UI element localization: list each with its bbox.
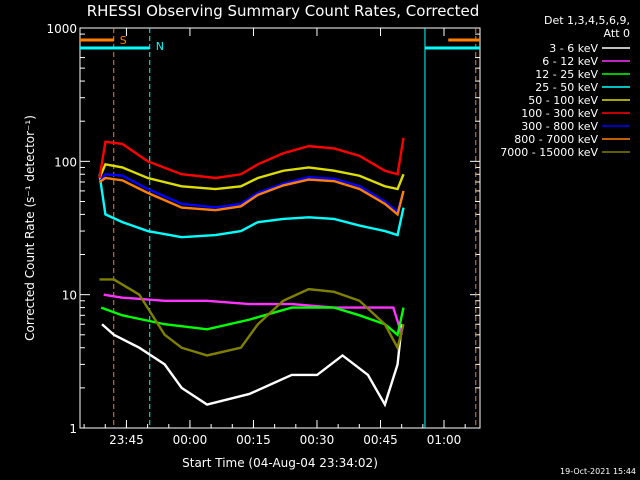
y-tick-label: 1 bbox=[69, 422, 77, 436]
series-line bbox=[99, 278, 405, 357]
x-tick-label: 01:00 bbox=[427, 433, 462, 447]
series-line bbox=[98, 176, 405, 217]
series-line bbox=[100, 306, 405, 337]
series-line bbox=[98, 137, 405, 180]
legend-label: 300 - 800 keV bbox=[521, 120, 598, 133]
x-tick-label: 00:45 bbox=[363, 433, 398, 447]
y-tick-label: 100 bbox=[54, 155, 77, 169]
legend-label: 25 - 50 keV bbox=[535, 81, 598, 94]
x-axis-label: Start Time (04-Aug-04 23:34:02) bbox=[182, 456, 378, 470]
saa-label: S bbox=[120, 34, 127, 47]
y-tick-label: 1000 bbox=[46, 22, 77, 36]
legend-label: 100 - 300 keV bbox=[521, 107, 598, 120]
y-tick-label: 10 bbox=[62, 289, 77, 303]
plot-frame bbox=[79, 27, 481, 429]
x-tick-label: 23:45 bbox=[109, 433, 144, 447]
chart-title: RHESSI Observing Summary Count Rates, Co… bbox=[87, 2, 480, 20]
legend-label: 7000 - 15000 keV bbox=[500, 146, 598, 159]
legend-label: 6 - 12 keV bbox=[542, 55, 598, 68]
x-tick-label: 00:30 bbox=[300, 433, 335, 447]
y-axis-label: Corrected Count Rate (s⁻¹ detector⁻¹) bbox=[23, 115, 37, 341]
series-line bbox=[98, 174, 405, 239]
night-label: N bbox=[156, 40, 164, 53]
legend-label: 50 - 100 keV bbox=[528, 94, 598, 107]
legend-header-line-2: Att 0 bbox=[604, 27, 630, 40]
x-tick-label: 00:15 bbox=[236, 433, 271, 447]
x-tick-label: 00:00 bbox=[173, 433, 208, 447]
legend-label: 12 - 25 keV bbox=[535, 68, 598, 81]
series-line bbox=[98, 173, 405, 214]
legend-label: 800 - 7000 keV bbox=[514, 133, 598, 146]
series-line bbox=[101, 323, 404, 408]
series-line bbox=[98, 162, 405, 191]
legend-label: 3 - 6 keV bbox=[549, 42, 598, 55]
timestamp: 19-Oct-2021 15:44 bbox=[560, 467, 636, 476]
legend-header-line-1: Det 1,3,4,5,6,9, bbox=[544, 14, 630, 27]
